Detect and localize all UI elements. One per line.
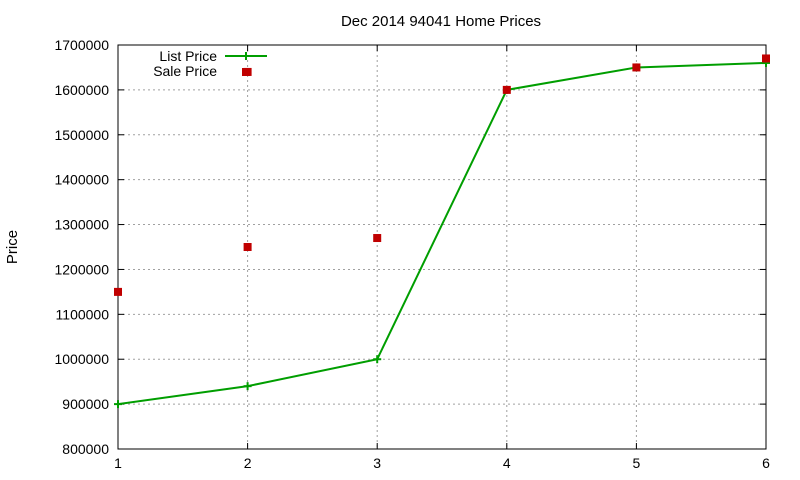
- y-tick-label: 1200000: [54, 261, 109, 277]
- y-tick-label: 900000: [62, 396, 109, 412]
- y-tick-label: 1600000: [54, 82, 109, 98]
- chart-title: Dec 2014 94041 Home Prices: [341, 13, 541, 30]
- legend: List Price Sale Price: [153, 48, 267, 79]
- y-tick-label: 1300000: [54, 217, 109, 233]
- y-tick-label: 1500000: [54, 127, 109, 143]
- list-price-point: [373, 355, 382, 364]
- x-tick-label: 6: [762, 455, 770, 471]
- list-price-point: [114, 400, 122, 409]
- legend-label-list-price: List Price: [159, 48, 217, 64]
- y-tick-label: 1400000: [54, 172, 109, 188]
- list-price-line: [117, 61, 767, 406]
- sale-price-point: [373, 234, 382, 243]
- list-price-point: [243, 382, 252, 391]
- y-axis-ticks: 800000 900000 1000000 1100000 1200000 1300000…: [54, 37, 766, 457]
- y-tick-label: 1700000: [54, 37, 109, 53]
- sale-price-point: [114, 287, 122, 296]
- series-list-price: [114, 58, 770, 409]
- y-tick-label: 1000000: [54, 351, 109, 367]
- legend-marker-sale-price: [242, 68, 250, 76]
- y-tick-label: 800000: [62, 441, 109, 457]
- sale-price-point: [762, 54, 770, 63]
- x-tick-label: 5: [633, 455, 641, 471]
- x-axis-ticks: 1 2 3 4 5 6: [114, 45, 770, 471]
- x-tick-label: 1: [114, 455, 122, 471]
- x-tick-label: 2: [244, 455, 252, 471]
- x-tick-label: 4: [503, 455, 511, 471]
- sale-price-point: [243, 243, 252, 251]
- sale-price-point: [632, 63, 641, 72]
- plot-frame: [117, 44, 767, 450]
- sale-price-point: [502, 85, 511, 94]
- y-axis-label: Price: [4, 230, 21, 264]
- x-tick-label: 3: [373, 455, 381, 471]
- y-tick-label: 1100000: [56, 306, 110, 322]
- series-sale-price: [114, 54, 770, 296]
- grid: [118, 45, 766, 449]
- legend-label-sale-price: Sale Price: [153, 63, 217, 79]
